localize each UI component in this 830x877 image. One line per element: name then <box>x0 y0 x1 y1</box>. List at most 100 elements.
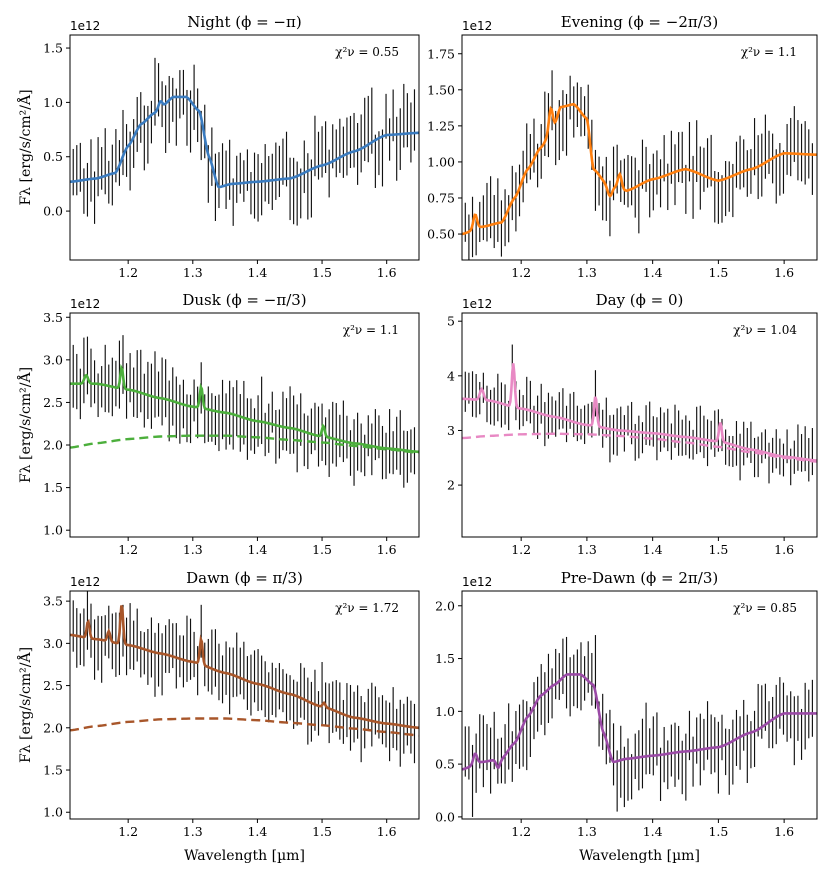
x-tick-label: 1.4 <box>247 542 267 557</box>
y-tick-label: 0.5 <box>43 149 63 164</box>
x-tick-label: 1.6 <box>774 824 794 839</box>
x-tick-label: 1.4 <box>643 824 663 839</box>
offset-multiplier: 1e12 <box>462 19 492 33</box>
errorbars <box>464 70 813 260</box>
x-tick-label: 1.2 <box>118 265 138 280</box>
axes-frame <box>461 590 818 820</box>
axes-frame <box>69 590 420 820</box>
x-tick-label: 1.5 <box>708 265 728 280</box>
model-line <box>462 102 817 236</box>
y-tick-label: 0.0 <box>435 809 455 824</box>
y-tick-label: 3 <box>447 423 455 438</box>
axes-frame <box>69 34 420 261</box>
continuum-line <box>70 434 419 454</box>
y-tick-label: 3.5 <box>43 594 63 609</box>
offset-multiplier: 1e12 <box>462 297 492 311</box>
y-tick-label: 1.75 <box>427 46 455 61</box>
y-tick-label: 2.0 <box>435 598 455 613</box>
y-tick-label: 4 <box>447 368 455 383</box>
x-tick-label: 1.6 <box>774 265 794 280</box>
errorbars <box>464 635 813 817</box>
panel-title: Evening (ϕ = −2π/3) <box>561 13 718 31</box>
x-axis-label: Wavelength [µm] <box>184 848 305 864</box>
panel-title: Night (ϕ = −π) <box>187 13 301 31</box>
continuum-line <box>462 432 817 463</box>
x-tick-label: 1.3 <box>183 824 203 839</box>
model-line <box>70 363 419 454</box>
y-tick-label: 1.0 <box>435 704 455 719</box>
offset-multiplier: 1e12 <box>70 575 100 589</box>
y-tick-label: 2.5 <box>43 678 63 693</box>
x-tick-label: 1.3 <box>577 265 597 280</box>
y-tick-label: 1.5 <box>43 763 63 778</box>
y-tick-label: 1.5 <box>435 651 455 666</box>
offset-multiplier: 1e12 <box>70 19 100 33</box>
x-tick-label: 1.5 <box>708 824 728 839</box>
errorbars <box>72 57 416 226</box>
panel-1: 1.2 1.3 1.4 1.5 1.6 0.50 0.75 1.00 1.25 1.50 1.75 1… <box>427 13 818 280</box>
x-tick-label: 1.4 <box>643 542 663 557</box>
x-tick-label: 1.6 <box>377 265 397 280</box>
y-tick-label: 3.0 <box>43 352 63 367</box>
y-tick-label: 1.5 <box>43 480 63 495</box>
y-tick-label: 1.0 <box>43 95 63 110</box>
x-tick-label: 1.6 <box>377 542 397 557</box>
errorbars <box>72 591 416 767</box>
panel-title: Dawn (ϕ = π/3) <box>186 569 303 587</box>
offset-multiplier: 1e12 <box>462 575 492 589</box>
panel-2: 1.2 1.3 1.4 1.5 1.6 1.0 1.5 2.0 2.5 3.0 3.5 1e12 Dus… <box>16 291 420 557</box>
model-line <box>70 95 419 189</box>
model-line <box>462 363 817 462</box>
y-tick-label: 2 <box>447 478 455 493</box>
errorbars <box>464 344 813 486</box>
chi-squared-annotation: χ²ν = 1.1 <box>343 323 399 337</box>
y-axis-label: Fλ [erg/s/cm²/Å] <box>16 367 34 483</box>
y-tick-label: 2.0 <box>43 720 63 735</box>
chi-squared-annotation: χ²ν = 0.85 <box>733 601 797 615</box>
axes-frame <box>461 34 818 261</box>
x-tick-label: 1.2 <box>511 824 531 839</box>
y-tick-label: 2.5 <box>43 395 63 410</box>
panel-5: 1.2 1.3 1.4 1.5 1.6 0.0 0.5 1.0 1.5 2.0 1e12 Pre-Da… <box>435 569 818 864</box>
y-tick-label: 1.00 <box>427 154 455 169</box>
y-axis-label: Fλ [erg/s/cm²/Å] <box>16 647 34 763</box>
panel-title: Dusk (ϕ = −π/3) <box>182 291 306 309</box>
y-tick-label: 3.0 <box>43 636 63 651</box>
x-tick-label: 1.3 <box>183 265 203 280</box>
y-tick-label: 1.0 <box>43 523 63 538</box>
axes-frame <box>461 312 818 538</box>
x-tick-label: 1.6 <box>377 824 397 839</box>
y-tick-label: 5 <box>447 314 455 329</box>
x-tick-label: 1.2 <box>511 542 531 557</box>
x-tick-label: 1.5 <box>312 824 332 839</box>
panel-title: Day (ϕ = 0) <box>596 291 684 309</box>
panel-4: 1.2 1.3 1.4 1.5 1.6 1.0 1.5 2.0 2.5 3.0 3.5 1e12 Daw… <box>16 569 420 864</box>
panel-title: Pre-Dawn (ϕ = 2π/3) <box>561 569 718 587</box>
axes-frame <box>69 312 420 538</box>
x-tick-label: 1.3 <box>577 824 597 839</box>
model-line <box>70 605 419 730</box>
model-line <box>462 673 817 771</box>
chi-squared-annotation: χ²ν = 1.72 <box>335 601 399 615</box>
x-tick-label: 1.4 <box>247 265 267 280</box>
x-tick-label: 1.2 <box>118 824 138 839</box>
x-tick-label: 1.5 <box>312 265 332 280</box>
x-tick-label: 1.5 <box>312 542 332 557</box>
y-tick-label: 1.50 <box>427 82 455 97</box>
x-tick-label: 1.3 <box>183 542 203 557</box>
x-tick-label: 1.5 <box>708 542 728 557</box>
x-tick-label: 1.2 <box>118 542 138 557</box>
y-tick-label: 2.0 <box>43 438 63 453</box>
y-tick-label: 1.25 <box>427 118 455 133</box>
x-tick-label: 1.4 <box>643 265 663 280</box>
y-tick-label: 0.0 <box>43 204 63 219</box>
panel-3: 1.2 1.3 1.4 1.5 1.6 2 3 4 5 1e12 Day (ϕ = 0) χ²ν = … <box>447 291 818 557</box>
chi-squared-annotation: χ²ν = 1.04 <box>733 323 797 337</box>
x-tick-label: 1.6 <box>774 542 794 557</box>
y-tick-label: 1.5 <box>43 41 63 56</box>
y-tick-label: 3.5 <box>43 310 63 325</box>
y-axis-label: Fλ [erg/s/cm²/Å] <box>16 89 34 205</box>
x-tick-label: 1.2 <box>511 265 531 280</box>
continuum-line <box>70 717 419 737</box>
